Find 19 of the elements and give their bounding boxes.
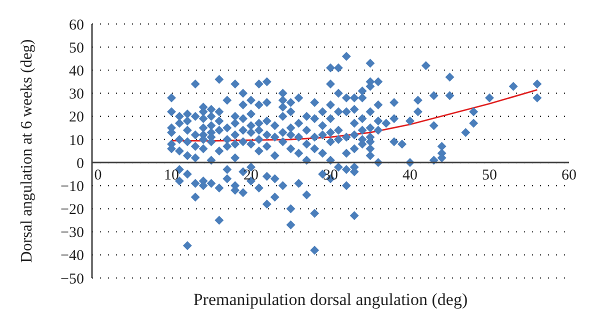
y-tick-label: −40 — [60, 248, 84, 264]
y-tick-label: 40 — [69, 64, 84, 80]
y-tick-label: 10 — [69, 132, 84, 149]
y-tick-label: −20 — [60, 202, 84, 218]
y-tick-label: 30 — [69, 86, 84, 103]
y-axis-title: Dorsal angulation at 6 weeks (deg) — [18, 39, 36, 263]
y-tick-label: 0 — [76, 156, 84, 172]
y-tick-label: −30 — [60, 225, 84, 242]
y-tick-label: 20 — [69, 110, 84, 126]
y-tick-label: 50 — [69, 40, 84, 56]
y-tick-label: 60 — [69, 17, 84, 34]
x-tick-label: 0 — [94, 168, 102, 184]
x-tick-label: 50 — [482, 168, 497, 184]
x-axis-title: Premanipulation dorsal angulation (deg) — [193, 290, 468, 309]
x-tick-label: 40 — [402, 168, 418, 184]
x-tick-label: 10 — [164, 168, 179, 184]
y-tick-label: −10 — [60, 178, 84, 195]
x-tick-label: 60 — [562, 168, 576, 184]
y-tick-label: −50 — [60, 271, 84, 288]
